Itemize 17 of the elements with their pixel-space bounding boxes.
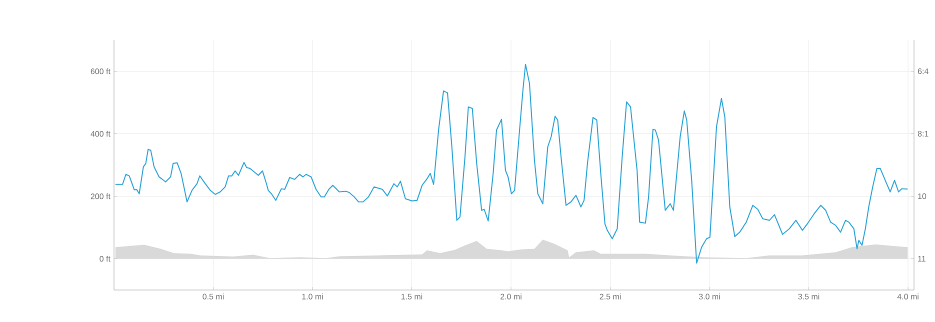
y-tick-label: 600 ft bbox=[90, 68, 110, 74]
x-tick-label: 0.5 mi bbox=[202, 294, 224, 300]
x-tick-label: 1.5 mi bbox=[401, 294, 422, 300]
x-tick-label: 3.0 mi bbox=[698, 294, 720, 300]
text: 6:4 bbox=[918, 68, 928, 74]
x-tick-label: 3.5 mi bbox=[798, 294, 820, 300]
x-tick-label: 2.0 mi bbox=[500, 294, 522, 300]
x-tick-label: 2.5 mi bbox=[600, 294, 621, 300]
y-tick-label: 0 ft bbox=[100, 256, 110, 262]
x-tick-label: 1.0 mi bbox=[302, 294, 323, 300]
x-tick-label: 4.0 mi bbox=[897, 294, 918, 300]
y-tick-label: 200 ft bbox=[90, 193, 110, 200]
text: 11 bbox=[918, 256, 926, 262]
y-tick-label: 400 ft bbox=[90, 130, 110, 137]
text: 8:1 bbox=[918, 130, 928, 137]
line-series bbox=[114, 64, 908, 264]
text: 10 bbox=[918, 193, 926, 200]
